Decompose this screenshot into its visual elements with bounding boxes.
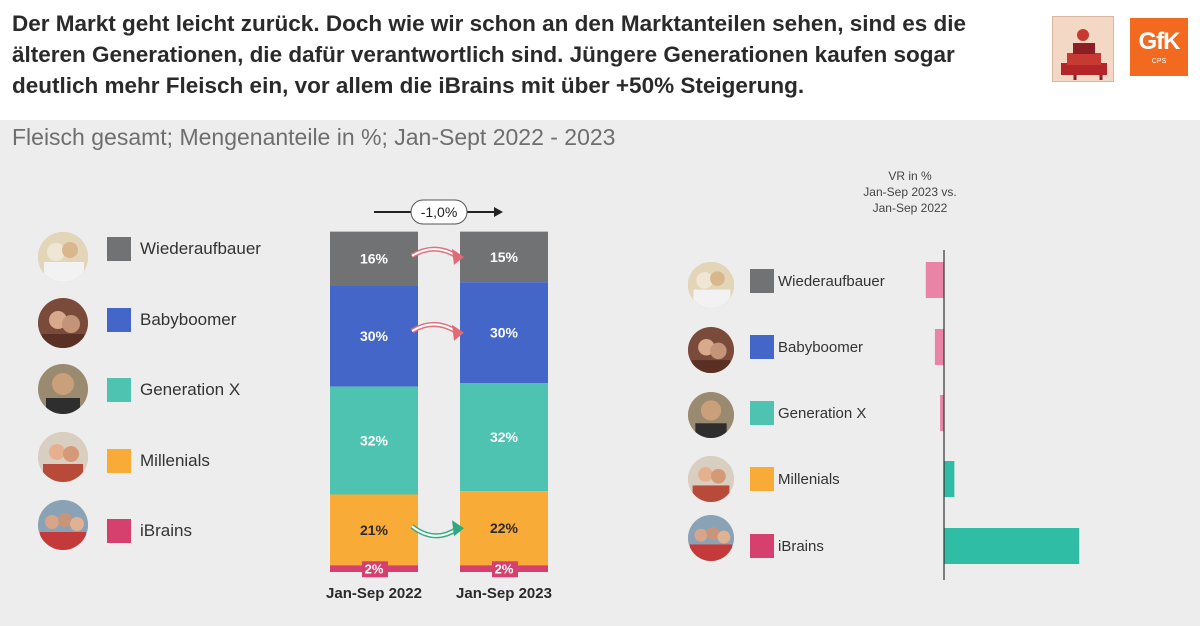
legend-swatch-ibrains (107, 519, 131, 543)
vr-millenials-avatar (688, 456, 734, 502)
bar-babyboomer-2 (460, 282, 548, 384)
value-label-ibrains-1: 2% (365, 561, 384, 576)
animals-icon (1061, 29, 1107, 80)
vr-title-line-2: Jan-Sep 2023 vs. (863, 185, 957, 199)
total-change-label: -1,0% (421, 204, 458, 220)
millenials-avatar (38, 432, 88, 482)
value-label-wiederaufbauer-1: 16% (360, 251, 389, 267)
gfk-logo-text: GfK (1138, 28, 1181, 55)
gfk-logo: GfK CPS (1130, 18, 1188, 76)
vr-legend-label-ibrains: iBrains (778, 538, 824, 555)
vr-legend-label-wiederaufbauer: Wiederaufbauer (778, 273, 885, 290)
legend-swatch-wiederaufbauer (107, 237, 131, 261)
vr-ibrains-avatar (688, 515, 734, 561)
vr-chart-title: VR in % Jan-Sep 2023 vs. Jan-Sep 2022 (820, 168, 1000, 216)
bar-generation-x-2 (460, 383, 548, 492)
vr-wiederaufbauer-avatar (688, 262, 734, 308)
trend-arrow-head-wiederaufbauer (452, 248, 464, 265)
value-badge-ibrains-1 (362, 561, 388, 578)
vr-generation-x-avatar (688, 392, 734, 438)
x-tick-label-2: Jan-Sep 2023 (456, 585, 552, 602)
value-label-millenials-1: 21% (360, 522, 389, 538)
value-label-generation-x-2: 32% (490, 429, 519, 445)
vr-legend-label-babyboomer: Babyboomer (778, 339, 864, 356)
vr-legend-label-generation-x: Generation X (778, 405, 867, 422)
legend-swatch-babyboomer (107, 308, 131, 332)
value-label-babyboomer-1: 30% (360, 328, 389, 344)
value-label-wiederaufbauer-2: 15% (490, 249, 519, 265)
vr-legend-swatch-wiederaufbauer (750, 269, 774, 293)
value-badge-ibrains-2 (492, 561, 518, 578)
trend-arrow-head-babyboomer (452, 324, 464, 341)
animals-logo (1052, 16, 1114, 82)
bar-wiederaufbauer-2 (460, 231, 548, 283)
value-label-ibrains-2: 2% (495, 561, 514, 576)
headline: Der Markt geht leicht zurück. Doch wie w… (12, 11, 966, 98)
babyboomer-avatar (38, 298, 88, 348)
total-change-arrow-head (494, 207, 503, 217)
x-tick-label-1: Jan-Sep 2022 (326, 585, 422, 602)
generation-x-avatar (38, 364, 88, 414)
vr-title-line-1: VR in % (888, 169, 932, 183)
legend-swatch-millenials (107, 449, 131, 473)
total-change-badge (410, 199, 468, 225)
trend-arrow-head-millenials (452, 520, 464, 537)
legend-label-ibrains: iBrains (140, 521, 192, 540)
bar-millenials-1 (330, 494, 418, 566)
vr-legend-label-millenials: Millenials (778, 471, 840, 488)
cps-logo-text: CPS (1151, 58, 1167, 65)
legend-label-generation-x: Generation X (140, 380, 241, 399)
bar-generation-x-1 (330, 386, 418, 495)
vr-legend-swatch-generation-x (750, 401, 774, 425)
legend-label-wiederaufbauer: Wiederaufbauer (140, 239, 261, 258)
bar-babyboomer-1 (330, 285, 418, 387)
value-label-generation-x-1: 32% (360, 433, 389, 449)
wiederaufbauer-avatar (38, 232, 88, 282)
vr-legend-swatch-ibrains (750, 534, 774, 558)
chart-subtitle: Fleisch gesamt; Mengenanteile in %; Jan-… (12, 124, 616, 150)
ibrains-avatar (38, 500, 88, 550)
value-label-babyboomer-2: 30% (490, 325, 519, 341)
vr-title-line-3: Jan-Sep 2022 (872, 201, 948, 215)
value-label-millenials-2: 22% (490, 520, 519, 536)
vr-legend-swatch-babyboomer (750, 335, 774, 359)
header: Der Markt geht leicht zurück. Doch wie w… (0, 0, 1200, 120)
bar-wiederaufbauer-1 (330, 231, 418, 286)
legend-label-babyboomer: Babyboomer (140, 310, 237, 329)
legend-label-millenials: Millenials (140, 451, 210, 470)
bar-millenials-2 (460, 491, 548, 566)
legend-swatch-generation-x (107, 378, 131, 402)
vr-legend-swatch-millenials (750, 467, 774, 491)
vr-babyboomer-avatar (688, 327, 734, 373)
